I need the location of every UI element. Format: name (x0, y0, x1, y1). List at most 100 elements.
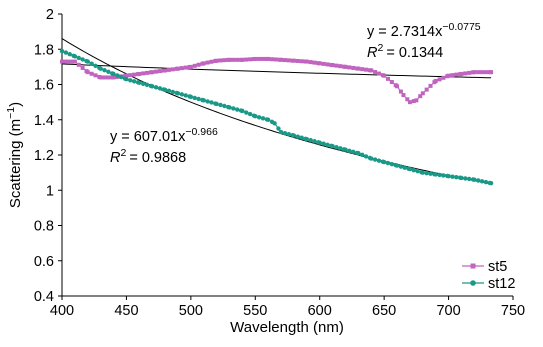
y-tick-label: 0.8 (34, 219, 54, 235)
data-point-st5 (257, 56, 262, 61)
data-point-st5 (253, 56, 258, 61)
data-point-st12 (265, 117, 271, 122)
data-point-st5 (240, 57, 245, 62)
x-tick-label: 550 (243, 303, 267, 319)
data-point-st5 (106, 75, 111, 80)
data-point-st5 (467, 70, 472, 75)
data-point-st12 (304, 136, 310, 142)
x-axis-title: Wavelength (nm) (230, 319, 344, 336)
data-point-st12 (67, 51, 72, 57)
data-point-st12 (188, 94, 194, 100)
data-point-st12 (369, 156, 374, 161)
data-point-st12 (483, 179, 489, 185)
data-point-st5 (273, 57, 278, 62)
data-point-st5 (395, 84, 400, 89)
data-point-st5 (183, 65, 188, 70)
data-point-st12 (441, 173, 446, 178)
data-point-st12 (372, 157, 378, 162)
data-point-st12 (476, 178, 481, 183)
data-point-st12 (106, 69, 111, 75)
legend-st12-label: st12 (488, 276, 515, 292)
data-point-st5 (132, 72, 137, 77)
r-squared-st5-symbol: R (367, 45, 378, 61)
data-point-st5 (411, 99, 416, 104)
data-point-st12 (119, 74, 124, 80)
r-squared-st12-symbol: R (110, 150, 121, 166)
data-point-st12 (140, 81, 146, 86)
plot-area: 400 450 500 550 600 650 700 750 0.4 0.6 0.8 1 1.2 1.… (34, 7, 525, 319)
data-point-st12 (433, 172, 438, 177)
data-point-st12 (488, 181, 494, 186)
data-point-st5 (89, 71, 94, 76)
data-point-st5 (476, 70, 481, 75)
data-point-st5 (330, 63, 335, 68)
data-point-st5 (205, 60, 210, 65)
data-point-st12 (321, 141, 326, 146)
data-point-st5 (360, 67, 365, 72)
data-point-st12 (376, 158, 382, 163)
data-point-st5 (150, 70, 155, 75)
data-point-st12 (201, 98, 206, 103)
r-squared-st12: R2 = 0.9868 (110, 147, 186, 166)
x-tick-label: 650 (372, 303, 396, 319)
trendlines (61, 38, 492, 185)
data-point-st12 (196, 96, 201, 102)
y-tick-label: 1.4 (34, 113, 54, 129)
data-point-st12 (334, 145, 339, 150)
data-point-st12 (363, 154, 369, 159)
r-squared-st5: R2 = 0.1344 (367, 42, 443, 61)
data-point-st12 (175, 91, 181, 96)
data-point-st5 (312, 60, 317, 65)
data-point-st12 (253, 114, 258, 119)
data-point-st5 (76, 62, 81, 67)
data-point-st5 (446, 73, 451, 78)
legend-item-st5: st5 (462, 259, 507, 275)
trendline-st12 (61, 38, 492, 185)
r-squared-st12-value: = 0.9868 (129, 150, 186, 166)
data-point-st12 (472, 177, 477, 182)
data-point-st12 (385, 160, 391, 166)
data-point-st12 (227, 105, 232, 110)
series-st12 (59, 48, 494, 186)
data-point-st5 (376, 71, 381, 76)
data-point-st12 (153, 85, 159, 90)
data-point-st12 (272, 121, 277, 126)
data-point-st5 (72, 59, 77, 64)
data-point-st5 (261, 56, 266, 61)
data-point-st12 (218, 102, 223, 108)
data-point-st5 (299, 59, 304, 64)
data-point-st12 (356, 151, 361, 156)
data-point-st5 (334, 63, 339, 68)
data-point-st5 (201, 61, 206, 66)
data-point-st5 (463, 71, 468, 76)
data-point-st5 (170, 67, 175, 72)
data-point-st5 (154, 69, 159, 74)
data-point-st12 (111, 71, 116, 77)
data-point-st12 (102, 68, 107, 73)
x-tick-label: 750 (501, 303, 525, 319)
series-st5 (60, 56, 494, 105)
data-point-st5 (407, 100, 412, 105)
data-point-st12 (343, 147, 348, 152)
data-point-st5 (80, 65, 85, 70)
data-point-st12 (80, 57, 85, 62)
data-point-st5 (424, 87, 429, 92)
data-point-st12 (446, 173, 451, 179)
data-point-st5 (347, 65, 352, 70)
data-point-st5 (304, 59, 309, 64)
data-point-st12 (291, 133, 297, 138)
data-point-st5 (235, 57, 240, 62)
data-point-st12 (89, 61, 94, 66)
data-point-st12 (466, 176, 472, 182)
data-point-st5 (137, 71, 142, 76)
data-point-st5 (214, 58, 219, 63)
data-point-st5 (141, 71, 146, 76)
data-point-st12 (124, 77, 129, 82)
data-point-st12 (389, 161, 395, 167)
data-point-st12 (411, 167, 416, 173)
data-point-st5 (279, 57, 284, 62)
data-point-st5 (128, 73, 133, 78)
equation-st12-exponent: −0.966 (185, 126, 218, 138)
data-point-st5 (321, 61, 326, 66)
